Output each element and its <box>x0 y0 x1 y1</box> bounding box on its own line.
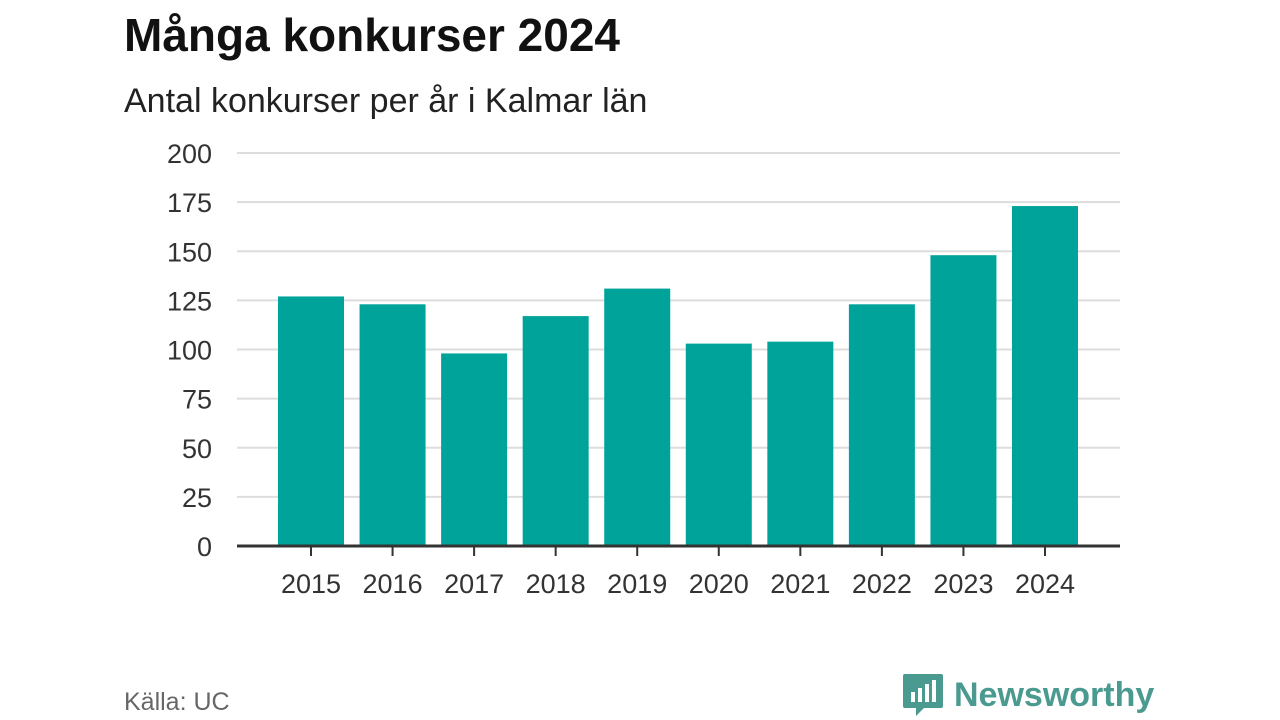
bars <box>278 206 1078 546</box>
x-tick-label: 2022 <box>852 569 912 599</box>
bar-2021 <box>767 341 834 546</box>
bar-2016 <box>359 304 426 546</box>
y-tick-label: 25 <box>182 483 212 513</box>
bar-2019 <box>604 288 671 546</box>
bar-2017 <box>441 353 508 546</box>
bar-2024 <box>1012 206 1078 546</box>
y-tick-label: 0 <box>197 532 212 562</box>
x-tick-label: 2020 <box>689 569 749 599</box>
bar-chart: 0 25 50 75 100 125 150 175 200 2015 2016 2017 2018 20… <box>167 139 1120 599</box>
x-tick-label: 2018 <box>526 569 586 599</box>
brand-name: Newsworthy <box>954 675 1155 714</box>
bar-2022 <box>848 304 915 546</box>
bar-2018 <box>522 316 589 546</box>
y-tick-label: 150 <box>167 237 212 267</box>
x-tick-label: 2016 <box>363 569 423 599</box>
chart-subtitle: Antal konkurser per år i Kalmar län <box>124 82 648 120</box>
chart-title: Många konkurser 2024 <box>124 9 621 61</box>
bar-2023 <box>930 255 997 546</box>
y-tick-label: 175 <box>167 188 212 218</box>
newsworthy-logo-icon <box>903 674 943 716</box>
x-tick-label: 2023 <box>933 569 993 599</box>
x-tick-label: 2024 <box>1015 569 1075 599</box>
bar-2020 <box>685 343 752 546</box>
x-tick-label: 2015 <box>281 569 341 599</box>
source-note: Källa: UC <box>124 688 230 716</box>
y-tick-label: 125 <box>167 286 212 316</box>
brand-logo: Newsworthy <box>902 670 1154 720</box>
axes: 0 25 50 75 100 125 150 175 200 2015 2016 2017 2018 20… <box>167 139 1120 599</box>
bar-2015 <box>278 296 344 546</box>
x-tick-label: 2021 <box>770 569 830 599</box>
y-tick-label: 200 <box>167 139 212 169</box>
y-tick-label: 100 <box>167 336 212 366</box>
x-tick-label: 2019 <box>607 569 667 599</box>
y-tick-label: 75 <box>182 385 212 415</box>
y-tick-label: 50 <box>182 434 212 464</box>
x-tick-label: 2017 <box>444 569 504 599</box>
